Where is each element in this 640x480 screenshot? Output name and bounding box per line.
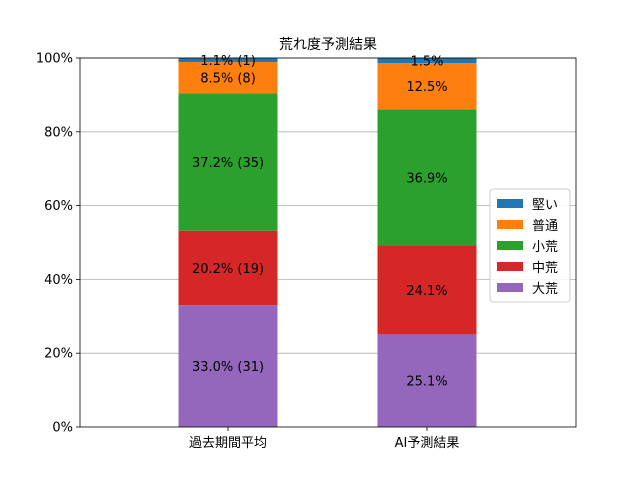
y-tick-label: 20% [44,347,73,362]
data-label: 1.5% [410,54,443,69]
data-label: 33.0% (31) [192,360,264,375]
bar-segment [178,93,278,231]
legend-label: 中荒 [532,261,558,276]
data-label: 1.1% (1) [200,54,256,69]
legend-swatch [497,262,523,271]
data-label: 36.9% [406,171,447,186]
data-label: 20.2% (19) [192,262,264,277]
y-tick-label: 60% [44,199,73,214]
y-tick-label: 40% [44,273,73,288]
x-tick-label: 過去期間平均 [189,436,267,451]
legend-label: 普通 [532,219,558,234]
plot-area: 0% 20% 40% 60% 80% 100% 33.0% (31) 20.2% (19) 37… [36,52,577,451]
legend-label: 堅い [532,198,558,213]
axes-frame [79,57,577,428]
bar-segment [377,334,477,427]
chart-title: 荒れ度予測結果 [279,37,377,53]
data-label: 24.1% [406,284,447,299]
legend-swatch [497,283,523,292]
legend-swatch [497,199,523,208]
bar-segment [377,109,477,246]
legend-label: 小荒 [532,240,558,255]
data-label: 37.2% (35) [192,156,264,171]
legend-box [489,188,571,303]
bar-segment [178,62,278,94]
data-label: 12.5% [406,80,447,95]
x-tick-label: AI予測結果 [395,436,460,451]
data-label: 25.1% [406,375,447,390]
legend-swatch [497,241,523,250]
y-tick-label: 0% [52,421,73,436]
bar-segment [178,305,278,427]
legend-label: 大荒 [532,282,558,297]
bar-segment [178,58,278,63]
data-label: 8.5% (8) [200,72,256,87]
bar-segment [377,63,477,110]
bar-segment [377,245,477,335]
y-tick-label: 80% [44,125,73,140]
y-tick-label: 100% [36,52,73,67]
bar-segment [377,57,477,64]
bar-segment [178,230,278,306]
legend-swatch [497,220,523,229]
